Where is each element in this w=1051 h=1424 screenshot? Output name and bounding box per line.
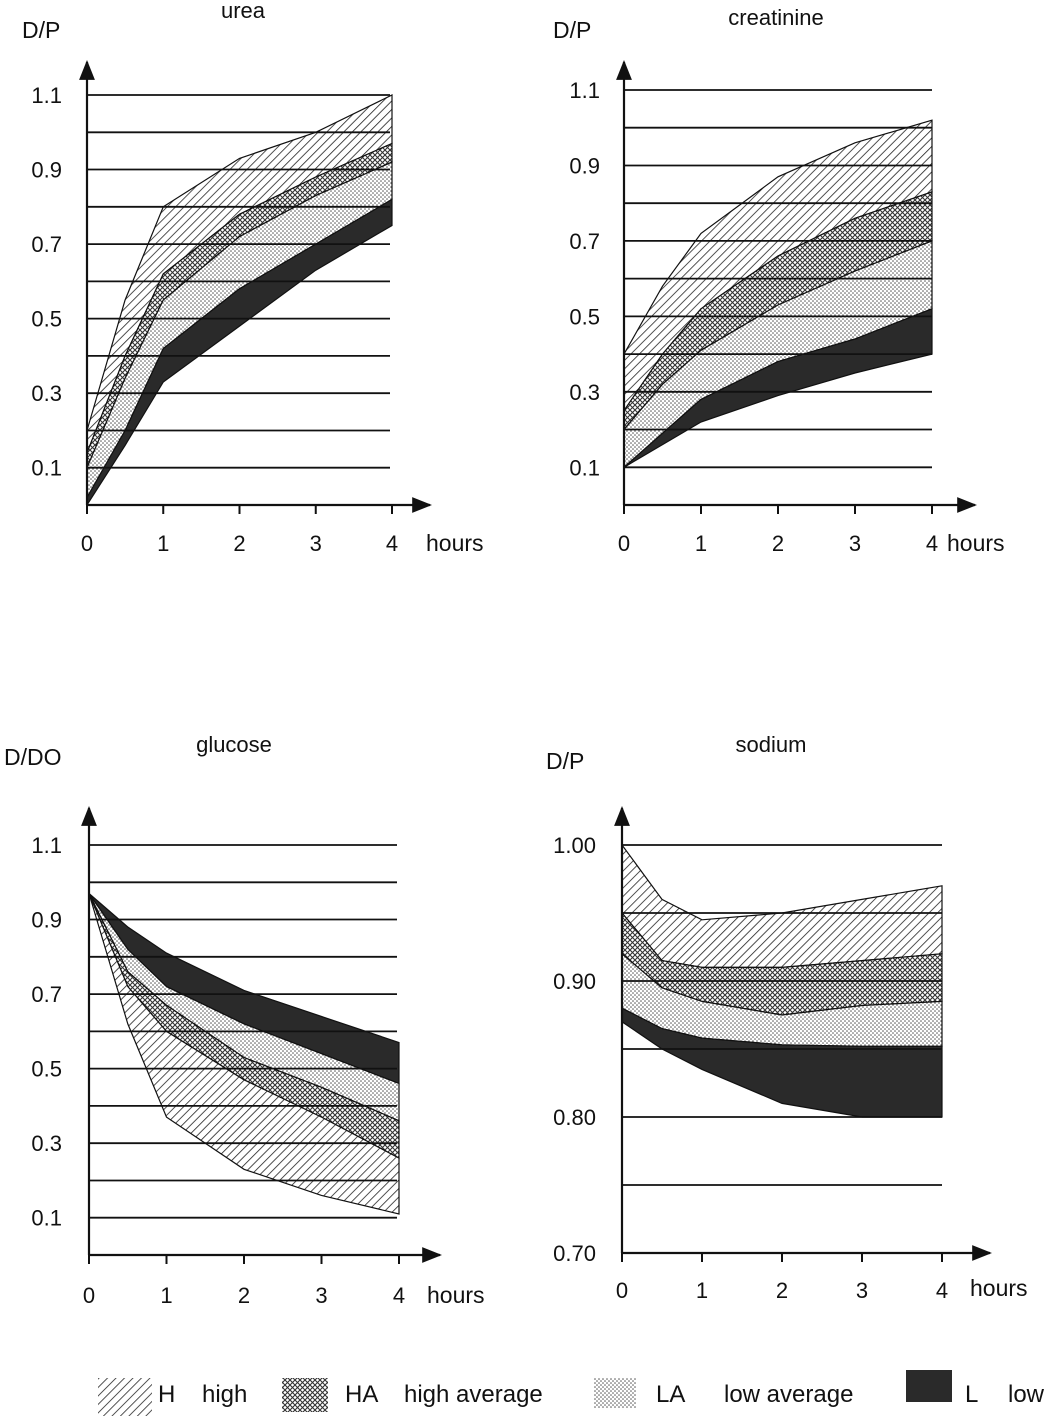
x-tick-label: 1 (695, 531, 707, 556)
x-tick-label: 2 (238, 1283, 250, 1308)
x-axis-label: hours (947, 530, 1005, 556)
urea-panel: urea D/P hours 0 1 2 3 4 0.1 0.3 0.5 0.7 0.9 1.1 (22, 0, 484, 556)
y-tick-label: 1.00 (553, 833, 596, 858)
y-axis-label: D/P (546, 748, 584, 774)
x-tick-label: 2 (772, 531, 784, 556)
y-tick-label: 0.1 (31, 1206, 62, 1231)
x-tick-label: 0 (83, 1283, 95, 1308)
x-tick-label: 4 (393, 1283, 405, 1308)
legend-item-high: H high (98, 1378, 247, 1416)
panel-title: creatinine (728, 5, 823, 30)
y-tick-label: 0.5 (569, 304, 600, 329)
y-tick-label: 0.1 (31, 456, 62, 481)
x-tick-label: 3 (856, 1278, 868, 1303)
band-h (621, 843, 943, 968)
y-tick-label: 0.7 (569, 229, 600, 254)
x-tick-label: 2 (233, 531, 245, 556)
legend-swatch-low-average (594, 1378, 636, 1408)
sodium-panel: sodium D/P hours 0 1 2 3 4 0.70 0.80 0.90 1.00 (546, 732, 1028, 1303)
panel-title: urea (221, 0, 266, 23)
legend-item-high-average: HA high average (282, 1378, 543, 1412)
y-tick-label: 0.7 (31, 232, 62, 257)
x-axis-label: hours (426, 530, 484, 556)
legend-label: low (1008, 1381, 1045, 1408)
x-tick-label: 1 (157, 531, 169, 556)
legend-label: high (202, 1381, 247, 1408)
legend-code: H (158, 1381, 175, 1408)
y-tick-label: 1.1 (31, 83, 62, 108)
legend-label: high average (404, 1381, 543, 1408)
y-tick-label: 1.1 (569, 78, 600, 103)
x-tick-label: 1 (160, 1283, 172, 1308)
legend-swatch-high-average (282, 1378, 328, 1412)
x-tick-label: 4 (936, 1278, 948, 1303)
x-tick-label: 4 (386, 531, 398, 556)
band-h (88, 893, 400, 1215)
y-tick-label: 0.3 (31, 381, 62, 406)
x-tick-label: 1 (696, 1278, 708, 1303)
creatinine-panel: creatinine D/P hours 0 1 2 3 4 0.1 0.3 0.5 0.7 0.… (553, 5, 1005, 556)
panel-title: glucose (196, 732, 272, 757)
x-tick-label: 0 (618, 531, 630, 556)
legend-item-low: L low (906, 1370, 1045, 1408)
legend-swatch-high (98, 1378, 152, 1416)
y-tick-label: 0.70 (553, 1241, 596, 1266)
x-tick-label: 2 (776, 1278, 788, 1303)
y-tick-label: 0.5 (31, 307, 62, 332)
y-tick-label: 0.5 (31, 1057, 62, 1082)
band-l (86, 198, 393, 508)
x-tick-label: 3 (310, 531, 322, 556)
band-l (623, 307, 933, 468)
y-tick-label: 0.9 (31, 158, 62, 183)
y-axis-label: D/P (553, 17, 591, 43)
glucose-panel: glucose D/DO hours 0 1 2 3 4 0.1 0.3 0.5 0.7 0.9 1… (4, 732, 485, 1308)
legend-item-low-average: LA low average (594, 1378, 853, 1408)
panel-title: sodium (736, 732, 807, 757)
legend-swatch-low (906, 1370, 952, 1402)
x-tick-label: 3 (849, 531, 861, 556)
y-tick-label: 0.7 (31, 982, 62, 1007)
y-tick-label: 0.1 (569, 455, 600, 480)
y-axis-label: D/DO (4, 744, 62, 770)
legend: H high HA high average LA low average L … (98, 1370, 1045, 1416)
x-tick-label: 0 (81, 531, 93, 556)
x-tick-label: 0 (616, 1278, 628, 1303)
y-tick-label: 0.80 (553, 1105, 596, 1130)
x-tick-label: 4 (926, 531, 938, 556)
legend-label: low average (724, 1381, 853, 1408)
legend-code: L (965, 1381, 978, 1408)
x-axis-label: hours (970, 1275, 1028, 1301)
x-tick-label: 3 (315, 1283, 327, 1308)
x-axis-label: hours (427, 1282, 485, 1308)
y-tick-label: 1.1 (31, 833, 62, 858)
y-tick-label: 0.3 (31, 1131, 62, 1156)
y-tick-label: 0.9 (31, 908, 62, 933)
legend-code: LA (656, 1381, 685, 1408)
y-tick-label: 0.90 (553, 969, 596, 994)
legend-code: HA (345, 1381, 378, 1408)
y-tick-label: 0.9 (569, 154, 600, 179)
y-tick-label: 0.3 (569, 380, 600, 405)
y-axis-label: D/P (22, 17, 60, 43)
